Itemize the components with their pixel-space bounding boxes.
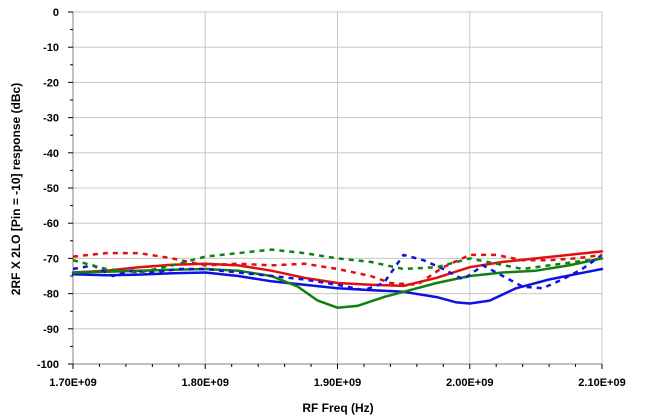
x-tick-label: 1.80E+09 bbox=[182, 377, 229, 389]
x-axis-tick-labels: 1.70E+09 1.80E+09 1.90E+09 2.00E+09 2.10E+09 bbox=[49, 377, 625, 389]
y-tick-label: -40 bbox=[43, 148, 59, 160]
y-tick-label: -80 bbox=[43, 289, 59, 301]
chart-axes bbox=[68, 11, 603, 369]
series-line-6 bbox=[72, 248, 603, 274]
y-tick-label: -100 bbox=[37, 359, 59, 371]
x-tick-label: 2.00E+09 bbox=[446, 377, 493, 389]
y-tick-label: -50 bbox=[43, 183, 59, 195]
y-axis-title: 2RF X 2LO [Pin = -10] response (dBc) bbox=[9, 83, 23, 295]
y-tick-label: -70 bbox=[43, 253, 59, 265]
y-tick-label: -60 bbox=[43, 218, 59, 230]
y-tick-label: -20 bbox=[43, 77, 59, 89]
y-tick-label: -10 bbox=[43, 42, 59, 54]
series-line-2 bbox=[71, 250, 604, 288]
x-axis-title: RF Freq (Hz) bbox=[302, 401, 373, 415]
y-tick-label: 0 bbox=[53, 7, 59, 19]
x-tick-label: 1.70E+09 bbox=[49, 377, 96, 389]
x-tick-label: 1.90E+09 bbox=[314, 377, 361, 389]
chart-gridlines bbox=[73, 11, 603, 364]
chart-series bbox=[71, 248, 604, 309]
y-tick-label: -30 bbox=[43, 113, 59, 125]
x-tick-label: 2.10E+09 bbox=[578, 377, 625, 389]
series-line-5 bbox=[72, 251, 603, 287]
y-axis-tick-labels: 0 -10 -20 -30 -40 -50 -60 -70 -80 -90 -100 bbox=[37, 7, 59, 371]
y-tick-label: -90 bbox=[43, 324, 59, 336]
series-line-1 bbox=[71, 267, 604, 305]
